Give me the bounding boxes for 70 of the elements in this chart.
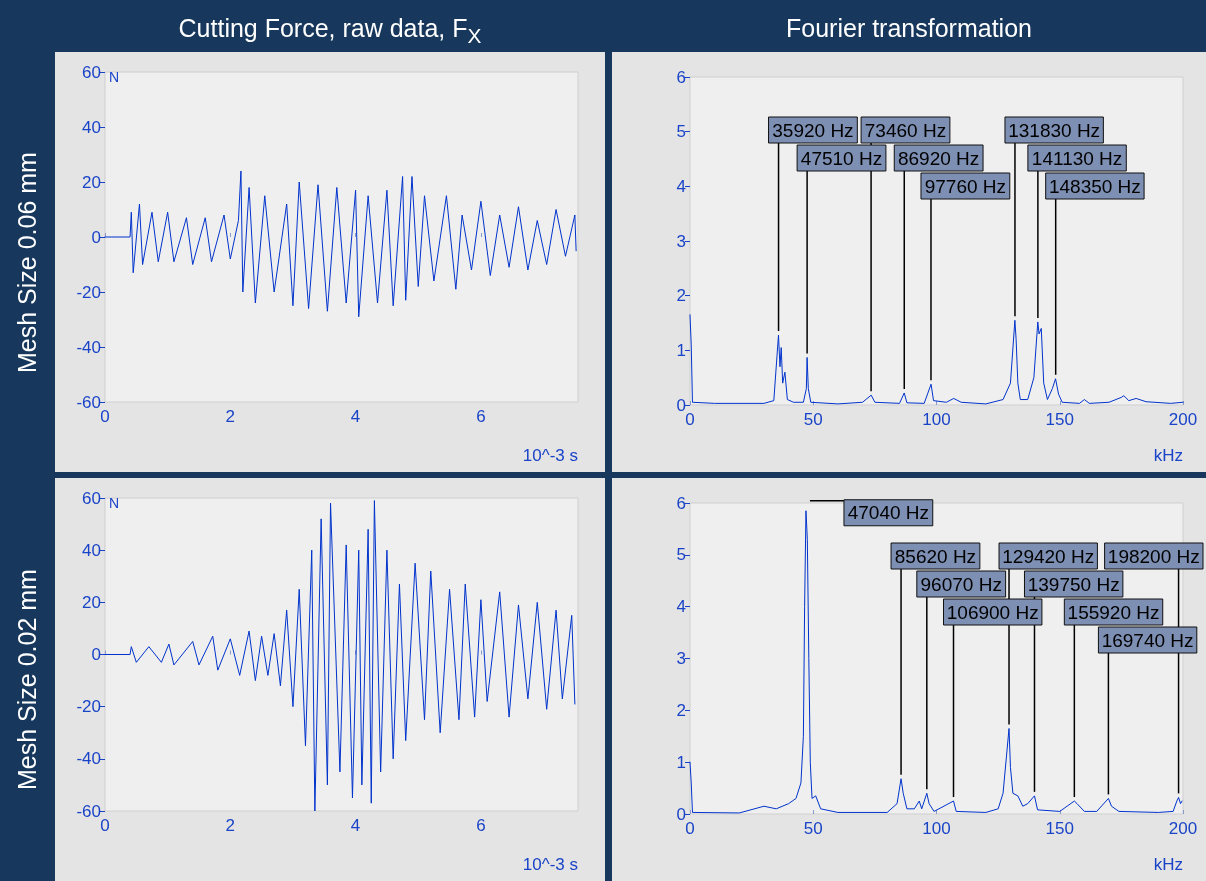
x-tick-label: 150 bbox=[1045, 410, 1074, 429]
chart-title: Cutting Force, raw data, F$_{X}$ bbox=[177, 14, 483, 48]
y-tick-label: 6 bbox=[676, 493, 686, 513]
x-tick-label: 6 bbox=[476, 407, 486, 426]
x-tick-label: 100 bbox=[922, 819, 951, 838]
x-tick-label: 150 bbox=[1045, 819, 1074, 838]
y-tick-label: 5 bbox=[676, 122, 686, 142]
chart-title: Fourier transformation bbox=[785, 14, 1033, 43]
y-tick-label: 2 bbox=[676, 700, 686, 720]
y-tick-label: 3 bbox=[676, 231, 686, 251]
y-tick-label: 0 bbox=[91, 227, 101, 247]
y-tick-label: 1 bbox=[676, 340, 686, 360]
annotation: 96070 Hz bbox=[920, 573, 1002, 595]
x-tick-label: 50 bbox=[803, 819, 823, 838]
annotation: 97760 Hz bbox=[924, 175, 1007, 197]
y-tick-label: 40 bbox=[82, 117, 101, 137]
y-tick-label: 60 bbox=[82, 488, 101, 508]
y-tick-label: 0 bbox=[91, 645, 101, 664]
annotation: 129420 Hz bbox=[1002, 545, 1095, 567]
x-tick-label: 200 bbox=[1168, 819, 1198, 838]
line-series bbox=[104, 170, 577, 318]
y-tick-label: 4 bbox=[676, 176, 686, 196]
y-axis-title: N bbox=[109, 69, 120, 85]
annotation: 155920 Hz bbox=[1067, 601, 1160, 623]
annotation: 47510 Hz bbox=[800, 147, 883, 169]
x-axis-title: 10^-3 s bbox=[522, 446, 579, 465]
y-tick-label: 20 bbox=[82, 172, 101, 192]
annotation: 169740 Hz bbox=[1101, 629, 1194, 651]
annotation: 139750 Hz bbox=[1027, 573, 1120, 595]
y-tick-label: -40 bbox=[76, 337, 101, 357]
x-tick-label: 4 bbox=[350, 407, 361, 426]
x-tick-label: 2 bbox=[225, 816, 236, 835]
y-tick-label: -60 bbox=[76, 392, 101, 412]
y-tick-label: 40 bbox=[82, 540, 101, 560]
annotation: 141130 Hz bbox=[1031, 147, 1123, 169]
annotation: 148350 Hz bbox=[1048, 175, 1141, 197]
y-tick-label: 2 bbox=[676, 286, 686, 306]
line-series bbox=[689, 314, 1184, 405]
y-tick-label: 3 bbox=[676, 649, 686, 668]
y-tick-label: -40 bbox=[76, 749, 101, 769]
x-axis-title: kHz bbox=[1153, 855, 1183, 874]
y-tick-label: 4 bbox=[676, 597, 686, 617]
x-tick-label: 2 bbox=[225, 407, 236, 426]
annotation: 131830 Hz bbox=[1008, 119, 1101, 141]
y-tick-label: -20 bbox=[76, 282, 101, 302]
x-axis-title: 10^-3 s bbox=[522, 855, 579, 874]
annotation: 198200 Hz bbox=[1107, 545, 1200, 567]
x-axis-title: kHz bbox=[1153, 446, 1183, 465]
annotation: 106900 Hz bbox=[946, 601, 1039, 623]
annotation: 73460 Hz bbox=[864, 119, 947, 141]
annotation: 85620 Hz bbox=[894, 545, 977, 567]
x-tick-label: 200 bbox=[1168, 410, 1198, 429]
y-axis-title: N bbox=[109, 495, 120, 511]
y-tick-label: 6 bbox=[676, 67, 686, 87]
y-tick-label: -60 bbox=[76, 801, 101, 821]
x-tick-label: 4 bbox=[350, 816, 361, 835]
y-tick-label: 20 bbox=[82, 592, 101, 612]
y-tick-label: 60 bbox=[82, 62, 101, 82]
text: Mesh Size 0.02 mm bbox=[12, 569, 42, 790]
x-tick-label: 6 bbox=[476, 816, 486, 835]
y-tick-label: -20 bbox=[76, 697, 101, 717]
y-tick-label: 5 bbox=[676, 545, 686, 565]
y-tick-label: 1 bbox=[676, 752, 686, 772]
annotation: 86920 Hz bbox=[897, 147, 980, 169]
x-tick-label: 100 bbox=[922, 410, 951, 429]
line-series bbox=[104, 500, 576, 812]
annotation: 35920 Hz bbox=[772, 119, 854, 141]
text: Mesh Size 0.06 mm bbox=[12, 151, 42, 373]
annotation: 47040 Hz bbox=[847, 502, 930, 524]
x-tick-label: 50 bbox=[803, 410, 823, 429]
